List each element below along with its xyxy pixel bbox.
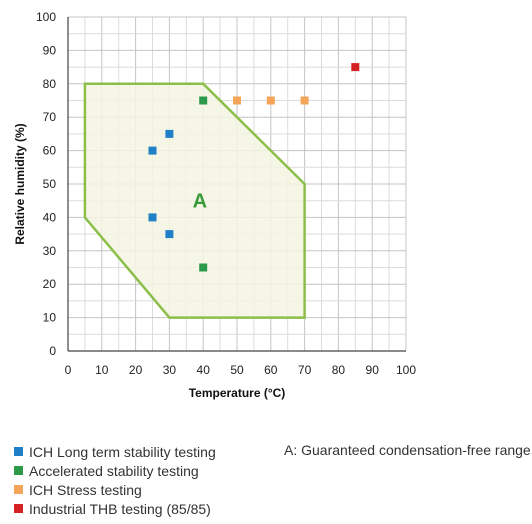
legend-item: Industrial THB testing (85/85): [14, 499, 216, 518]
data-point: [165, 129, 174, 138]
data-point: [199, 263, 208, 272]
y-tick-label: 20: [43, 277, 57, 291]
y-axis-title: Relative humidity (%): [13, 123, 27, 244]
region-note: A: Guaranteed condensation-free range: [284, 442, 531, 458]
y-tick-label: 100: [36, 10, 56, 24]
x-tick-label: 60: [264, 363, 278, 377]
data-point: [233, 96, 241, 105]
legend-item: Accelerated stability testing: [14, 461, 216, 480]
chart: 0 10 20 30 40 50 60 70 80 90 100 0 10 20 30 40 50 60 70 80 9…: [13, 10, 416, 400]
legend-swatch: [14, 485, 23, 494]
data-point: [165, 230, 174, 239]
data-point: [300, 96, 309, 105]
data-point: [351, 63, 360, 72]
y-tick-label: 70: [43, 110, 57, 124]
region-polygon: [83, 82, 306, 319]
data-point: [199, 96, 208, 105]
x-tick-label: 30: [163, 363, 177, 377]
x-tick-label: 20: [129, 363, 143, 377]
legend-swatch: [14, 466, 23, 475]
legend-item: ICH Stress testing: [14, 480, 216, 499]
chart-axes: 0 10 20 30 40 50 60 70 80 90 100 0 10 20 30 40 50 60 70 80 9…: [36, 10, 416, 377]
legend: ICH Long term stability testing Accelerat…: [14, 442, 216, 518]
x-tick-label: 80: [332, 363, 346, 377]
legend-item: ICH Long term stability testing: [14, 442, 216, 461]
y-tick-label: 80: [43, 77, 57, 91]
y-tick-label: 40: [43, 210, 57, 224]
x-tick-label: 10: [95, 363, 109, 377]
legend-swatch: [14, 504, 23, 513]
data-point: [266, 96, 275, 105]
x-tick-label: 40: [197, 363, 211, 377]
y-tick-label: 10: [43, 311, 57, 325]
legend-label: Accelerated stability testing: [29, 462, 199, 479]
x-tick-label: 50: [230, 363, 244, 377]
y-tick-label: 0: [49, 344, 56, 358]
y-tick-label: 60: [43, 144, 57, 158]
x-axis-title: Temperature (°C): [189, 386, 286, 400]
y-tick-label: 90: [43, 43, 57, 57]
legend-label: Industrial THB testing (85/85): [29, 500, 211, 517]
data-point: [148, 146, 157, 155]
legend-label: ICH Long term stability testing: [29, 443, 216, 460]
x-tick-label: 70: [298, 363, 312, 377]
x-tick-label: 90: [366, 363, 380, 377]
data-point: [148, 213, 157, 222]
region-label: A: [193, 191, 207, 213]
condensation-free-region: [83, 82, 306, 319]
legend-label: ICH Stress testing: [29, 481, 142, 498]
x-tick-label: 0: [65, 363, 72, 377]
data-points: [148, 63, 360, 272]
y-tick-label: 50: [43, 177, 57, 191]
legend-swatch: [14, 447, 23, 456]
y-tick-label: 30: [43, 244, 57, 258]
x-tick-label: 100: [396, 363, 416, 377]
